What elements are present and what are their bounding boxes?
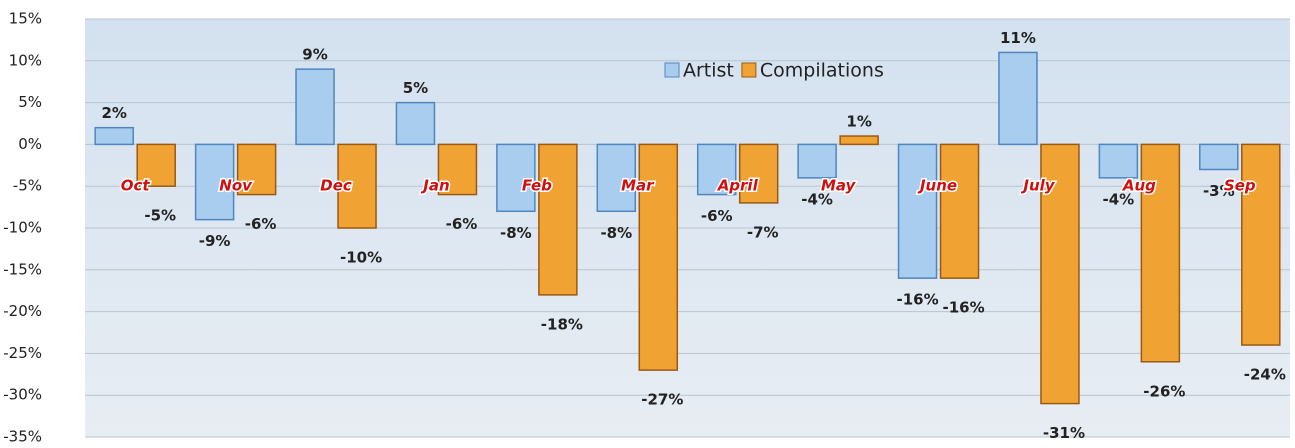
value-label: 1%	[846, 113, 871, 131]
bar	[437, 143, 478, 196]
y-tick-label: 15%	[9, 10, 42, 28]
bar	[939, 143, 980, 279]
value-label: -6%	[245, 215, 277, 233]
y-tick-label: -5%	[13, 177, 42, 195]
bar	[1140, 143, 1181, 363]
y-tick-label: 0%	[18, 135, 42, 153]
bar	[194, 143, 235, 221]
bar	[1199, 143, 1239, 171]
category-label: June	[917, 177, 957, 195]
bar	[395, 101, 436, 146]
y-tick-label: -35%	[3, 428, 42, 445]
value-label: -27%	[641, 391, 683, 409]
bar	[1241, 143, 1281, 346]
value-label: -6%	[446, 215, 478, 233]
category-label: July	[1020, 177, 1055, 195]
y-tick-label: -20%	[3, 302, 42, 320]
bar	[596, 143, 637, 213]
value-label: -6%	[701, 207, 733, 225]
value-label: -31%	[1043, 424, 1085, 442]
y-tick-label: -25%	[3, 344, 42, 362]
legend-label: Artist	[683, 60, 734, 82]
bar	[1040, 143, 1080, 405]
bar	[236, 143, 277, 196]
value-label: -18%	[541, 315, 583, 333]
category-label: Oct	[121, 177, 151, 195]
category-label: Sep	[1224, 177, 1256, 195]
value-label: -8%	[500, 224, 532, 242]
value-label: -16%	[942, 299, 984, 317]
bar	[496, 143, 536, 213]
value-label: 5%	[403, 79, 428, 97]
legend-label: Compilations	[760, 60, 884, 82]
value-label: -9%	[199, 232, 231, 250]
value-label: -24%	[1244, 366, 1286, 384]
bar	[94, 126, 134, 146]
value-label: -3%	[1203, 182, 1235, 200]
value-label: -7%	[747, 223, 779, 241]
bar	[136, 143, 176, 187]
value-label: -10%	[340, 249, 382, 267]
y-tick-label: -15%	[3, 260, 42, 278]
legend-swatch	[741, 62, 757, 78]
bar	[1098, 143, 1139, 179]
value-label: 2%	[101, 104, 126, 122]
bar	[998, 51, 1038, 146]
value-label: -4%	[801, 190, 833, 208]
value-label: -4%	[1103, 190, 1135, 208]
bar	[839, 135, 879, 146]
value-label: -16%	[896, 291, 938, 309]
bar	[638, 143, 679, 371]
category-label: April	[717, 177, 759, 195]
bar	[337, 143, 377, 229]
value-label: -5%	[144, 207, 176, 225]
category-label: Mar	[621, 177, 655, 195]
category-label: Dec	[320, 177, 352, 195]
value-label: -26%	[1143, 382, 1185, 400]
bar	[538, 143, 578, 296]
value-label: 11%	[1000, 29, 1036, 47]
category-label: Feb	[522, 177, 552, 195]
y-tick-label: -30%	[3, 386, 42, 404]
bar	[696, 143, 737, 196]
y-tick-label: 5%	[18, 93, 42, 111]
value-label: 9%	[302, 46, 327, 64]
bar	[295, 68, 335, 146]
legend-swatch	[664, 62, 680, 78]
bar	[738, 143, 779, 204]
y-tick-label: 10%	[9, 51, 42, 69]
bar	[797, 143, 837, 179]
y-tick-label: -10%	[3, 219, 42, 237]
category-label: May	[821, 177, 857, 195]
value-label: -8%	[600, 224, 632, 242]
category-label: Jan	[420, 177, 449, 195]
category-label: Aug	[1122, 177, 1156, 195]
category-label: Nov	[219, 177, 253, 195]
bar	[897, 143, 938, 279]
